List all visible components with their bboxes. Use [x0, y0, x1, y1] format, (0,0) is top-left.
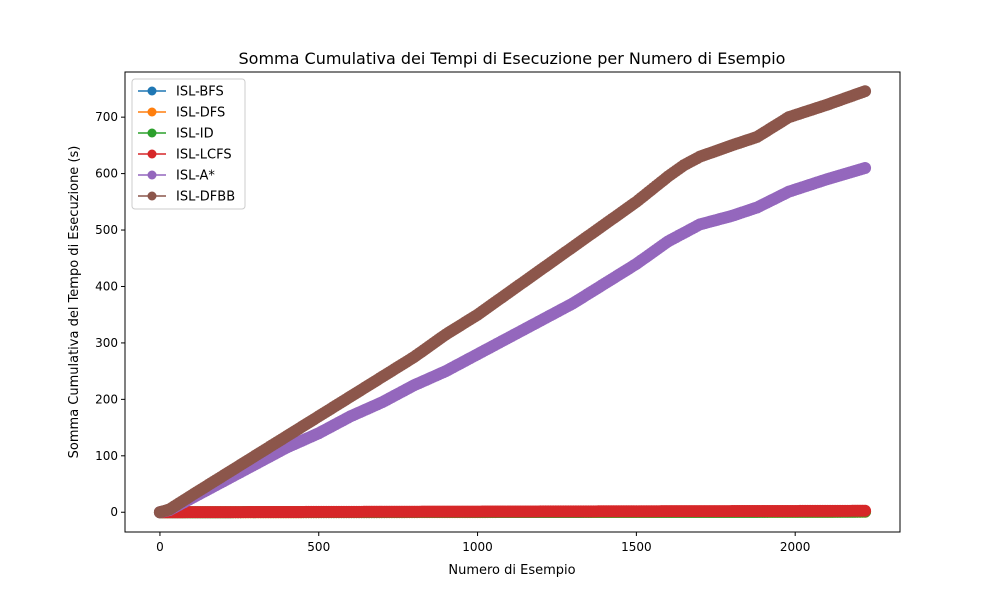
legend-marker — [147, 170, 157, 180]
series-isl-a- — [153, 161, 872, 519]
legend-label: ISL-LCFS — [176, 148, 232, 163]
legend-marker — [147, 149, 157, 159]
legend-item: ISL-DFBB — [138, 190, 235, 205]
legend-label: ISL-A* — [176, 169, 215, 184]
y-tick-label: 400 — [95, 279, 118, 293]
y-tick-label: 500 — [95, 223, 118, 237]
legend-label: ISL-BFS — [176, 85, 224, 100]
chart-title: Somma Cumulativa dei Tempi di Esecuzione… — [239, 49, 786, 68]
y-tick-label: 100 — [95, 449, 118, 463]
legend-label: ISL-ID — [176, 127, 214, 142]
y-axis-label: Somma Cumulativa del Tempo di Esecuzione… — [67, 146, 82, 459]
legend-marker — [147, 86, 157, 96]
legend-item: ISL-ID — [138, 127, 214, 142]
legend-item: ISL-DFS — [138, 106, 225, 121]
x-tick-label: 1500 — [621, 540, 652, 554]
legend-label: ISL-DFS — [176, 106, 225, 121]
x-tick-label: 1000 — [462, 540, 493, 554]
data-point — [859, 161, 872, 174]
legend-item: ISL-A* — [138, 169, 215, 184]
y-tick-label: 300 — [95, 336, 118, 350]
x-tick-label: 2000 — [780, 540, 811, 554]
legend-marker — [147, 107, 157, 117]
y-tick-label: 600 — [95, 167, 118, 181]
x-tick-label: 0 — [156, 540, 164, 554]
series-isl-dfbb — [153, 85, 872, 519]
legend: ISL-BFS ISL-DFS ISL-ID ISL-LCFS ISL-A* ISL-DF… — [131, 78, 246, 210]
data-point — [859, 85, 872, 98]
data-point — [859, 504, 872, 517]
plot-frame — [124, 71, 901, 533]
legend-marker — [147, 128, 157, 138]
y-tick-label: 700 — [95, 110, 118, 124]
legend-item: ISL-BFS — [138, 85, 224, 100]
legend-item: ISL-LCFS — [138, 148, 232, 163]
legend-marker — [147, 191, 157, 201]
legend-label: ISL-DFBB — [176, 190, 235, 205]
series-isl-lcfs — [153, 504, 872, 519]
x-axis-label: Numero di Esempio — [448, 563, 575, 578]
y-tick-label: 200 — [95, 392, 118, 406]
y-tick-label: 0 — [110, 505, 118, 519]
x-tick-label: 500 — [307, 540, 330, 554]
